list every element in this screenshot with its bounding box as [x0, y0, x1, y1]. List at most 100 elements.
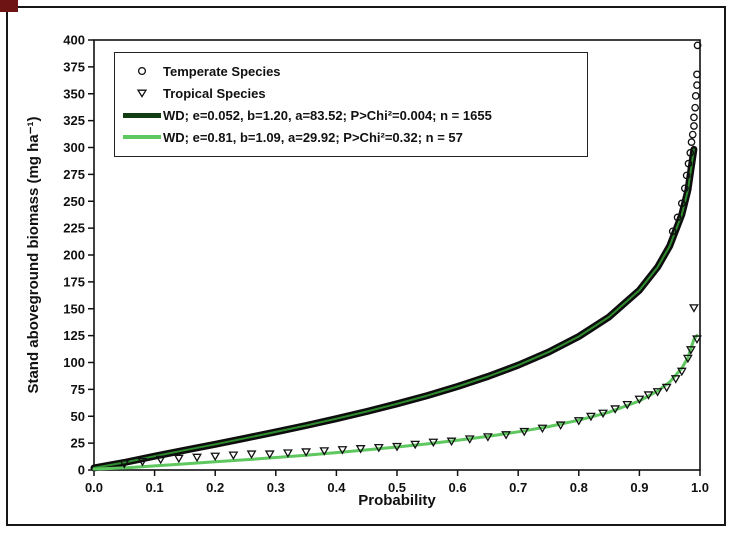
- data-point-circle: [673, 213, 682, 222]
- x-tick-label: 0.1: [146, 480, 164, 495]
- data-point-triangle: [643, 391, 654, 400]
- data-point-triangle: [210, 452, 221, 462]
- legend: Temperate Species Tropical Species WD; e…: [114, 52, 588, 157]
- x-axis-label: Probability: [358, 492, 436, 509]
- y-tick-label: 100: [63, 355, 85, 370]
- chart: 0.0 0.1 0.2 0.3 0.4 0.5 0.6 0.7 0.8 0.9 1.0 0 25 50 75…: [16, 16, 720, 522]
- temperate-fit: [93, 148, 695, 469]
- y-tick-label: 50: [71, 409, 85, 424]
- y-tick-label: 25: [71, 436, 85, 451]
- x-tick-label: 0.2: [206, 480, 224, 495]
- data-point-triangle: [634, 395, 645, 405]
- y-tick-label: 400: [63, 33, 85, 48]
- y-tick-label: 175: [63, 274, 85, 289]
- data-point-triangle: [555, 421, 566, 430]
- data-point-triangle: [519, 427, 530, 437]
- legend-label-tropical: Tropical Species: [163, 85, 266, 101]
- plot-svg: 0.0 0.1 0.2 0.3 0.4 0.5 0.6 0.7 0.8 0.9 1.0 0 25 50 75…: [63, 33, 709, 496]
- data-point-circle: [691, 92, 700, 100]
- data-point-triangle: [137, 457, 148, 467]
- data-point-triangle: [192, 453, 202, 463]
- data-point-triangle: [155, 455, 166, 465]
- data-point-triangle: [392, 442, 402, 452]
- data-point-triangle: [661, 383, 672, 393]
- data-point-triangle: [537, 424, 548, 434]
- y-tick-label: 225: [63, 221, 85, 236]
- x-tick-label: 0.0: [85, 480, 103, 495]
- data-point-triangle: [501, 431, 512, 440]
- data-point-triangle: [264, 450, 275, 459]
- data-point-triangle: [676, 367, 687, 377]
- y-tick-label: 75: [71, 382, 85, 397]
- x-tick-label: 0.9: [630, 480, 648, 495]
- green-line-swatch-icon: [121, 135, 163, 139]
- data-point-triangle: [482, 433, 493, 442]
- y-tick-label: 250: [63, 194, 85, 209]
- dark-line-swatch-icon: [121, 112, 163, 118]
- y-tick-label: 325: [63, 113, 85, 128]
- data-point-triangle: [446, 437, 457, 447]
- x-tick-label: 0.3: [267, 480, 285, 495]
- data-point-triangle: [685, 346, 696, 355]
- x-tick-label: 0.6: [449, 480, 467, 495]
- data-point-circle: [693, 41, 702, 50]
- x-tick-label: 0.4: [327, 480, 346, 495]
- data-point-circle: [687, 138, 696, 146]
- data-point-circle: [690, 122, 698, 130]
- data-point-triangle: [585, 412, 596, 422]
- data-point-circle: [690, 113, 698, 122]
- x-tick-label: 0.7: [509, 480, 527, 495]
- data-point-triangle: [464, 435, 475, 444]
- y-tick-label: 275: [63, 167, 85, 182]
- data-point-triangle: [610, 405, 621, 414]
- data-point-circle: [677, 199, 686, 208]
- y-axis-label: Stand aboveground biomass (mg ha⁻¹): [25, 116, 42, 394]
- y-tick-label: 150: [63, 301, 85, 316]
- data-point-triangle: [173, 454, 184, 464]
- data-point-triangle: [319, 447, 330, 456]
- y-tick-label: 375: [63, 59, 85, 74]
- data-point-triangle: [622, 400, 633, 410]
- data-point-triangle: [282, 449, 293, 458]
- data-point-triangle: [301, 448, 312, 457]
- legend-label-fit-tropical: WD; e=0.81, b=1.09, a=29.92; P>Chi²=0.32…: [163, 129, 463, 145]
- x-tick-label: 0.5: [388, 480, 406, 495]
- x-tick-label: 1.0: [691, 480, 709, 495]
- data-point-triangle: [428, 438, 439, 448]
- legend-item-fit-tropical: WD; e=0.81, b=1.09, a=29.92; P>Chi²=0.32…: [121, 126, 579, 148]
- green-line-swatch: [123, 135, 161, 139]
- data-point-triangle: [670, 375, 681, 384]
- data-point-circle: [693, 70, 701, 79]
- data-point-triangle: [228, 451, 239, 461]
- data-point-triangle: [410, 440, 421, 450]
- data-point-circle: [688, 130, 697, 139]
- data-point-circle: [686, 149, 695, 157]
- data-point-triangle: [337, 446, 348, 455]
- triangle-down-marker-icon: [121, 87, 163, 99]
- legend-label-temperate: Temperate Species: [163, 63, 281, 79]
- data-point-circle: [680, 184, 689, 193]
- dark-line-swatch: [123, 112, 161, 118]
- data-point-circle: [668, 227, 677, 236]
- tropical-fit: [92, 334, 699, 471]
- data-point-triangle: [682, 354, 693, 364]
- y-tick-label: 300: [63, 140, 85, 155]
- corner-mark: [0, 0, 18, 12]
- y-tick-label: 350: [63, 86, 85, 101]
- x-tick-label: 0.8: [570, 480, 588, 495]
- data-point-triangle: [689, 304, 699, 313]
- legend-item-temperate-species: Temperate Species: [121, 60, 579, 82]
- data-point-triangle: [119, 460, 130, 469]
- data-point-circle: [682, 171, 691, 180]
- y-tick-label: 200: [63, 248, 85, 263]
- data-point-triangle: [246, 450, 257, 459]
- circle-marker-icon: [121, 65, 163, 77]
- figure-page: 0.0 0.1 0.2 0.3 0.4 0.5 0.6 0.7 0.8 0.9 1.0 0 25 50 75…: [6, 6, 726, 526]
- data-point-triangle: [598, 409, 608, 419]
- data-point-triangle: [373, 443, 384, 453]
- data-point-triangle: [652, 388, 663, 397]
- data-point-triangle: [692, 335, 702, 344]
- data-point-triangle: [355, 445, 366, 454]
- data-point-circle: [693, 81, 701, 90]
- data-point-circle: [691, 103, 700, 112]
